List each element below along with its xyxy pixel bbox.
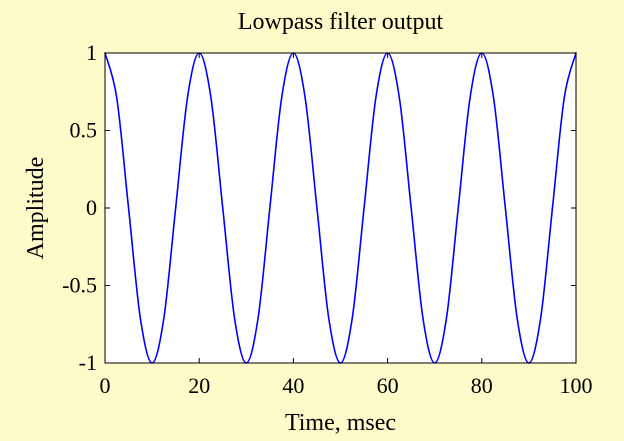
plot-area bbox=[105, 53, 576, 363]
y-axis-label: Amplitude bbox=[23, 157, 49, 260]
y-tick-label: 0 bbox=[86, 195, 97, 220]
x-tick-label: 100 bbox=[560, 373, 593, 398]
x-tick-label: 60 bbox=[377, 373, 399, 398]
x-tick-label: 20 bbox=[188, 373, 210, 398]
plot-frame bbox=[104, 52, 577, 364]
x-tick-label: 0 bbox=[100, 373, 111, 398]
y-tick-label: 0.5 bbox=[70, 118, 98, 143]
tick-labels: 0 20 40 60 80 100 1 0.5 0 -0.5 -1 bbox=[62, 40, 592, 398]
x-tick-label: 40 bbox=[282, 373, 304, 398]
x-axis-label: Time, msec bbox=[285, 410, 396, 436]
y-tick-label: -1 bbox=[79, 350, 97, 375]
y-tick-label: -0.5 bbox=[62, 273, 97, 298]
chart-title: Lowpass filter output bbox=[238, 9, 444, 35]
x-tick-label: 80 bbox=[471, 373, 493, 398]
y-tick-label: 1 bbox=[86, 40, 97, 65]
